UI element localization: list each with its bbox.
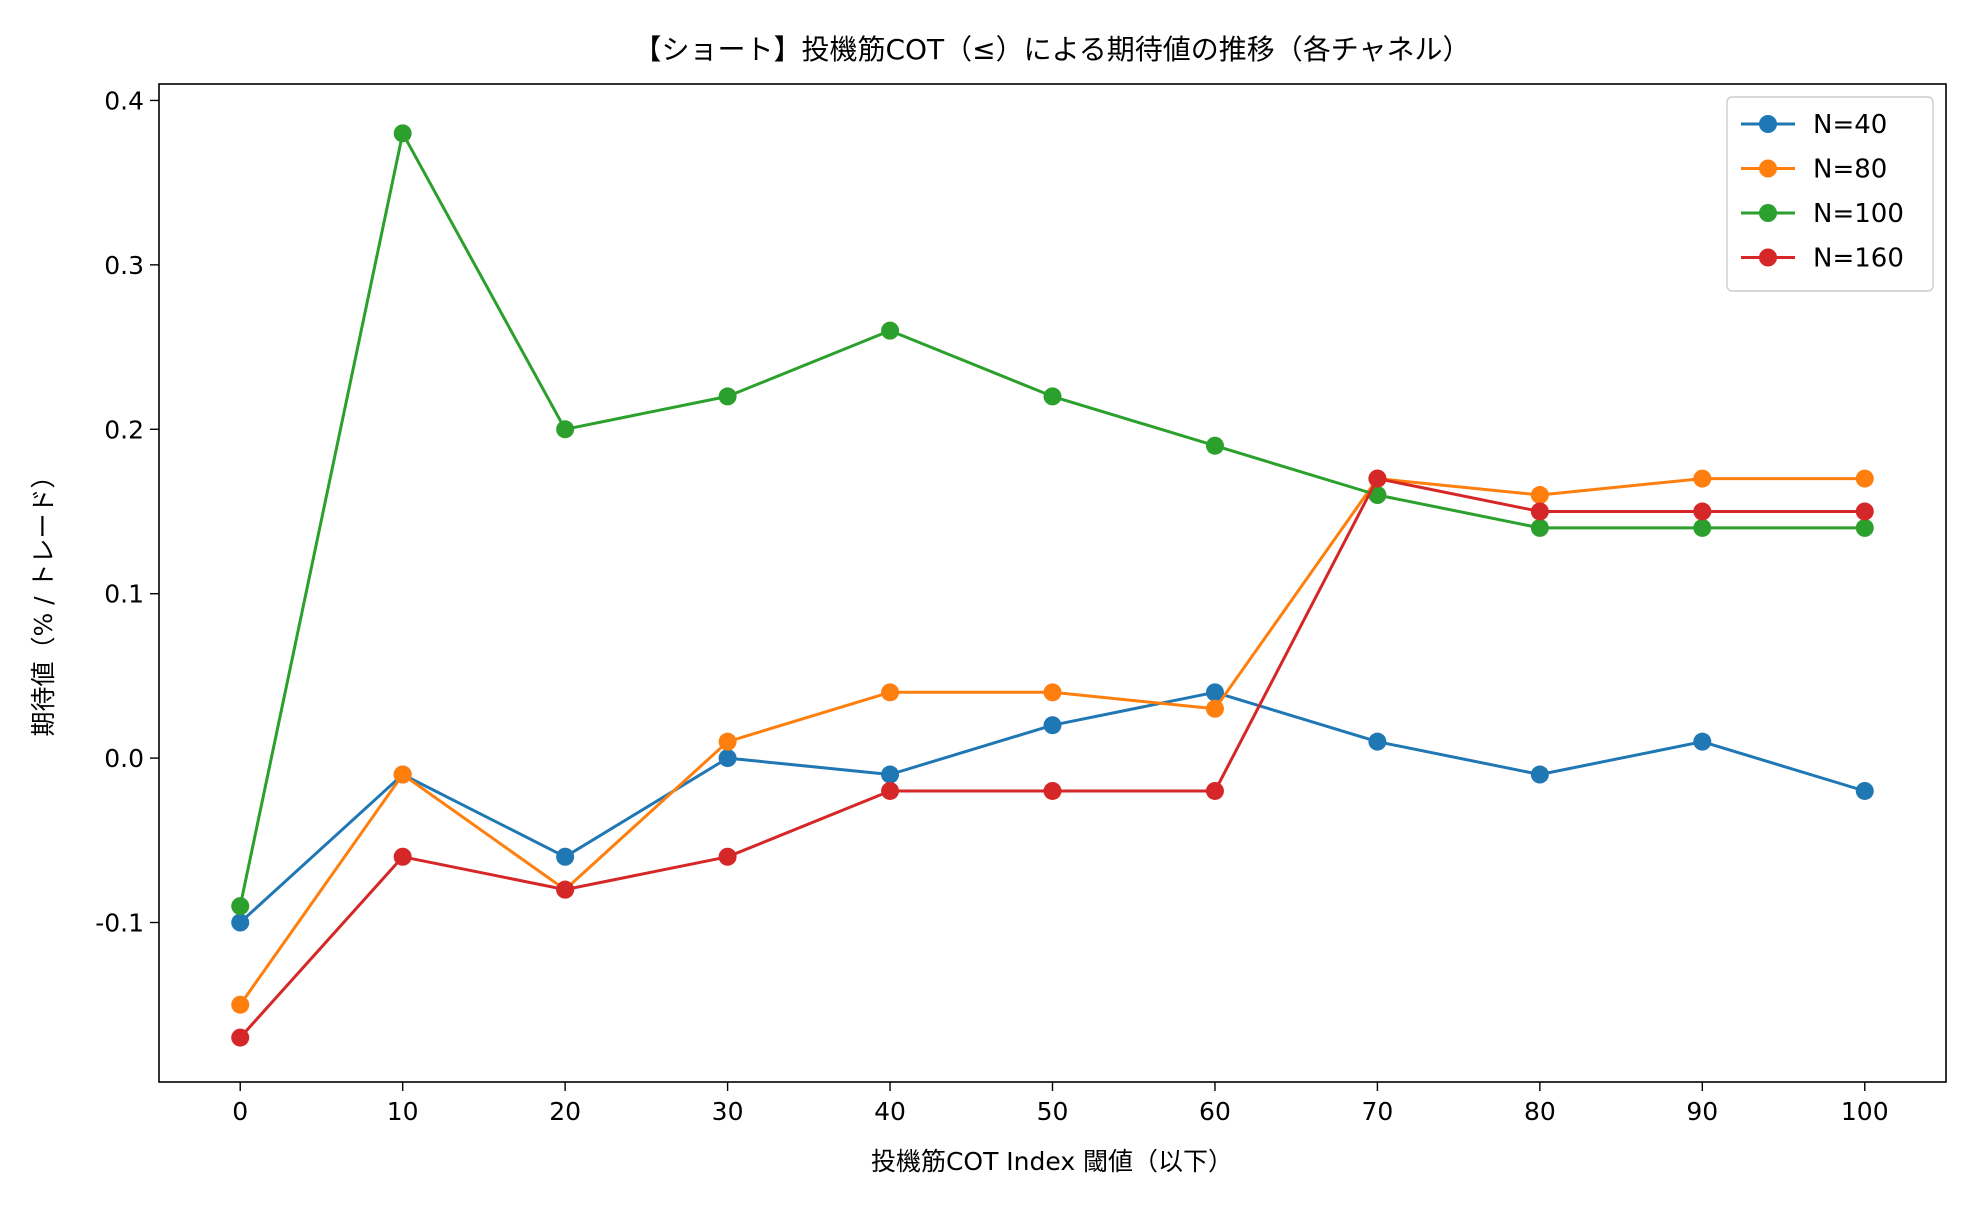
x-tick-label: 80 [1524,1097,1556,1126]
data-point [1855,518,1874,537]
data-point [231,897,250,916]
data-point [231,1028,250,1047]
y-tick-label: 0.4 [104,86,144,115]
legend-item: N=160 [1741,244,1904,274]
data-point [881,781,900,800]
series-n-80 [231,469,1874,1014]
series-layer [231,124,1874,1047]
data-point [718,749,737,768]
x-tick-label: 10 [387,1097,419,1126]
data-point [1205,683,1224,702]
legend-item: N=100 [1741,199,1904,229]
data-point [1855,469,1874,488]
data-point [1043,716,1062,735]
data-point [881,765,900,784]
data-point [1368,486,1387,505]
data-point [556,847,575,866]
legend-marker [1759,248,1777,267]
data-point [556,880,575,899]
legend-marker [1759,159,1777,178]
data-point [393,765,412,784]
legend-box [1726,96,1934,292]
x-tick-label: 60 [1199,1097,1231,1126]
data-point [231,913,250,932]
legend-marker [1759,115,1777,133]
data-point [393,124,412,143]
data-point [1693,469,1712,488]
data-point [1043,781,1062,800]
x-tick-label: 90 [1686,1097,1718,1126]
data-point [1368,732,1387,751]
series-line [238,477,1865,1006]
series-n-40 [231,683,1874,932]
x-axis-label: 投機筋COT Index 閾値（以下） [871,1147,1233,1176]
x-tick-label: 0 [232,1097,248,1126]
data-point [718,732,737,751]
x-tick-label: 100 [1841,1097,1889,1126]
legend-item: N=40 [1741,110,1887,140]
legend-label: N=160 [1813,244,1904,274]
data-point [718,847,737,866]
legend: N=40 N=80 N=100 N=160 [1726,96,1934,292]
data-point [1855,502,1874,521]
legend-marker [1759,204,1777,222]
data-point [393,847,412,866]
data-point [1043,387,1062,406]
legend-item: N=80 [1741,155,1887,185]
data-point [1530,502,1549,521]
axes: 0 10 20 30 40 50 60 70 80 90 100 -0.1 0.0 0.1 0.2 0.3 0.… [95,83,1947,1126]
plot-frame [158,83,1947,1083]
data-point [881,683,900,702]
data-point [1530,486,1549,505]
y-axis-label: 期待値（% / トレード） [29,463,58,736]
y-tick-label: 0.2 [104,415,144,444]
data-point [1855,781,1874,800]
data-point [231,995,250,1014]
data-point [556,420,575,439]
y-tick-label: 0.0 [104,744,144,773]
series-n-100 [231,124,1874,916]
data-point [1693,518,1712,537]
data-point [1205,699,1224,718]
data-point [1530,518,1549,537]
data-point [1530,765,1549,784]
x-tick-label: 70 [1362,1097,1394,1126]
y-tick-label: 0.3 [104,251,144,280]
x-tick-label: 40 [874,1097,906,1126]
chart-title: 【ショート】投機筋COT（≤）による期待値の推移（各チャネル） [633,33,1470,66]
data-point [881,321,900,340]
legend-label: N=80 [1813,155,1887,185]
y-tick-label: 0.1 [104,580,144,609]
legend-label: N=40 [1813,110,1887,140]
legend-label: N=100 [1813,199,1904,229]
y-tick-label: -0.1 [95,909,144,938]
data-point [1205,781,1224,800]
series-n-160 [231,469,1874,1047]
x-tick-label: 30 [712,1097,744,1126]
data-point [1368,469,1387,488]
data-point [718,387,737,406]
x-tick-label: 20 [549,1097,581,1126]
data-point [1693,502,1712,521]
data-point [1693,732,1712,751]
data-point [1043,683,1062,702]
x-tick-label: 50 [1037,1097,1069,1126]
data-point [1205,436,1224,455]
